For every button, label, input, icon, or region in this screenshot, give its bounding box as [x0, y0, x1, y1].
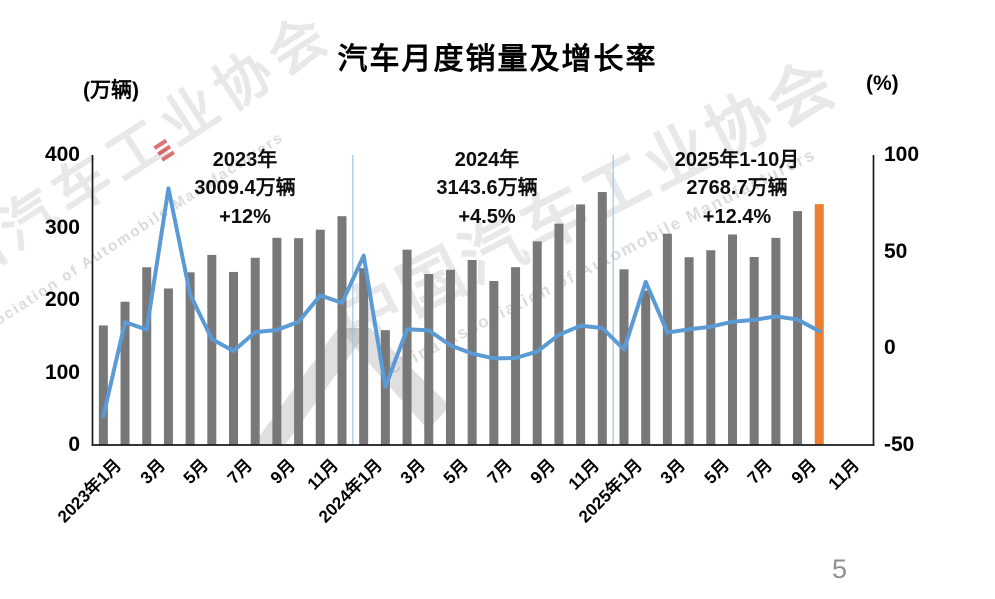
left-axis-tick-label: 300 — [44, 215, 80, 239]
bar-month — [337, 216, 347, 445]
chart-title: 汽车月度销量及增长率 — [337, 43, 658, 76]
bar-month — [142, 267, 152, 445]
bar-month — [163, 288, 173, 445]
left-axis-tick-label: 100 — [44, 360, 80, 384]
bar-month — [315, 229, 325, 445]
bar-month — [445, 269, 455, 445]
annotation-2024-growth: +4.5% — [458, 205, 516, 228]
annotation-2023-year: 2023年 — [212, 149, 278, 171]
bar-month — [749, 257, 759, 445]
left-axis-unit-label: (万辆) — [83, 79, 139, 102]
annotation-2025-growth: +12.4% — [702, 205, 772, 228]
annotation-2024: 2024年 3143.6万辆 +4.5% — [377, 146, 597, 231]
bar-month — [402, 249, 412, 445]
left-axis-tick-label: 400 — [44, 143, 80, 166]
bar-month — [120, 301, 130, 445]
bar-month — [229, 271, 239, 445]
left-axis-tick-label: 0 — [68, 433, 80, 456]
bar-month — [706, 250, 716, 445]
bar-month — [662, 233, 672, 445]
bar-month — [641, 290, 651, 445]
bar-month — [185, 272, 195, 445]
left-axis-tick-label: 200 — [44, 288, 80, 311]
annotation-2023-growth: +12% — [219, 205, 271, 228]
right-axis-tick-label: 50 — [884, 239, 908, 263]
annotation-2025-total: 2768.7万辆 — [686, 177, 788, 200]
right-axis-tick-label: 0 — [884, 336, 896, 360]
bar-month — [619, 269, 629, 445]
bar-month — [98, 325, 108, 445]
bar-month — [272, 237, 282, 445]
annotation-2024-total: 3143.6万辆 — [436, 177, 538, 200]
bar-month — [727, 234, 737, 445]
growth-rate-line — [101, 186, 822, 418]
bar-month — [207, 254, 217, 445]
annotation-2025: 2025年1-10月 2768.7万辆 +12.4% — [617, 146, 857, 231]
bar-month — [489, 281, 499, 445]
bar-month — [532, 241, 542, 445]
bar-month — [597, 192, 607, 445]
annotation-2023-total: 3009.4万辆 — [194, 177, 296, 200]
bar-month — [771, 237, 781, 445]
right-axis-tick-label: -50 — [884, 433, 915, 456]
page-number: 5 — [832, 554, 848, 584]
bar-month — [250, 257, 260, 445]
bar-month — [294, 238, 304, 445]
annotation-2024-year: 2024年 — [454, 149, 520, 171]
annotation-2023: 2023年 3009.4万辆 +12% — [135, 146, 355, 231]
bar-month — [424, 273, 434, 445]
bar-month — [793, 211, 803, 445]
bar-month — [359, 268, 369, 445]
bar-current-month — [814, 204, 824, 445]
right-axis-tick-label: 100 — [884, 143, 920, 166]
bar-month — [684, 257, 694, 445]
annotation-2025-year: 2025年1-10月 — [674, 149, 800, 171]
right-axis-unit-label: (%) — [866, 72, 899, 95]
